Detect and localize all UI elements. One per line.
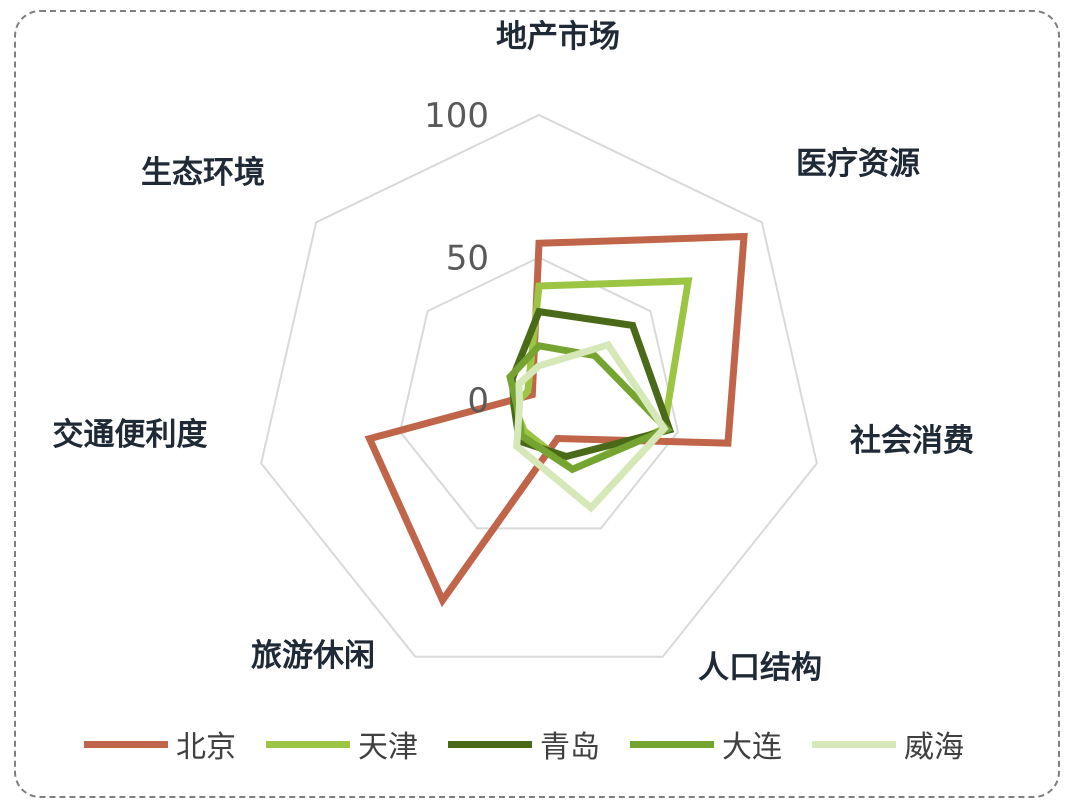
legend-item-5: 威海 xyxy=(812,722,964,766)
axis-label-2: 医疗资源 xyxy=(796,146,920,182)
legend-swatch xyxy=(84,740,168,748)
legend-item-2: 天津 xyxy=(266,722,418,766)
legend-item-3: 青岛 xyxy=(448,722,600,766)
legend-label: 青岛 xyxy=(540,730,600,765)
grid-ring-50 xyxy=(398,256,680,530)
series-layer xyxy=(364,232,748,608)
grid-ring-100 xyxy=(260,113,818,658)
axis-label-3: 社会消费 xyxy=(850,423,974,459)
legend-label: 大连 xyxy=(722,730,782,765)
axis-label-4: 人口结构 xyxy=(698,650,822,686)
series-line-1 xyxy=(364,232,748,608)
axis-label-7: 生态环境 xyxy=(141,155,265,191)
legend-label: 威海 xyxy=(904,730,964,765)
series-line-4 xyxy=(506,342,673,474)
radar-grid xyxy=(260,113,818,658)
legend-swatch xyxy=(448,740,532,748)
series-line-5 xyxy=(513,340,669,513)
tick-label-50: 50 xyxy=(446,239,489,279)
legend-label: 北京 xyxy=(176,730,236,765)
tick-labels: 0 50 100 xyxy=(424,96,489,421)
legend-item-1: 北京 xyxy=(84,722,236,766)
legend-swatch xyxy=(812,740,896,748)
legend-swatch xyxy=(266,740,350,748)
legend-swatch xyxy=(630,740,714,748)
legend-item-4: 大连 xyxy=(630,722,782,766)
legend: 北京 天津 青岛 大连 威海 xyxy=(84,722,994,766)
chart-frame xyxy=(14,10,1060,798)
axis-label-1: 地产市场 xyxy=(496,19,620,55)
axis-label-6: 交通便利度 xyxy=(53,417,208,453)
tick-label-0: 0 xyxy=(467,381,489,421)
legend-label: 天津 xyxy=(358,730,418,765)
tick-label-100: 100 xyxy=(424,96,489,136)
axis-label-5: 旅游休闲 xyxy=(251,638,375,674)
